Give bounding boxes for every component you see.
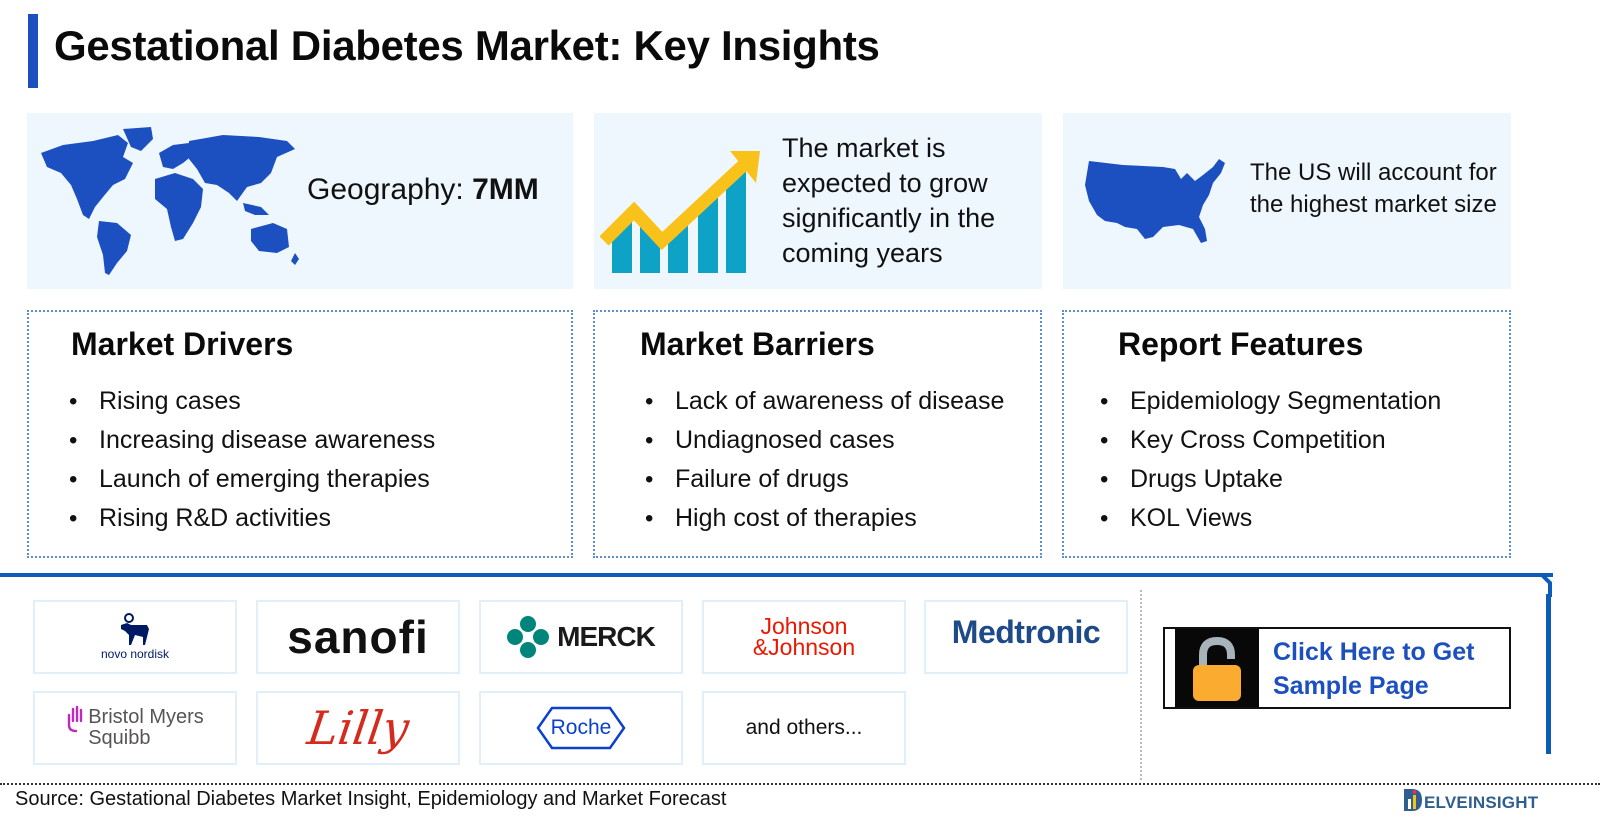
merck-symbol-icon bbox=[507, 616, 550, 658]
and-others-text: and others... bbox=[745, 716, 863, 739]
apis-bull-icon bbox=[120, 613, 149, 645]
logo-merck: MERCK bbox=[479, 600, 683, 674]
frame-corner bbox=[1530, 573, 1552, 597]
geography-value: 7MM bbox=[472, 173, 539, 206]
roche-wordmark: Roche bbox=[550, 716, 612, 739]
logo-lilly: Lilly bbox=[256, 691, 460, 765]
report-features-title: Report Features bbox=[1118, 326, 1364, 362]
list-item: KOL Views bbox=[1100, 499, 1441, 538]
novo-nordisk-wordmark: novo nordisk bbox=[100, 647, 170, 661]
list-item: Rising cases bbox=[69, 382, 435, 421]
list-item: Increasing disease awareness bbox=[69, 421, 435, 460]
bms-hand-icon bbox=[68, 705, 83, 733]
roche-hexagon-icon bbox=[536, 706, 626, 750]
market-drivers-list: Rising cases Increasing disease awarenes… bbox=[69, 382, 435, 538]
footer-divider bbox=[0, 783, 1600, 785]
list-item: Epidemiology Segmentation bbox=[1100, 382, 1441, 421]
sanofi-wordmark: sanofi bbox=[287, 611, 429, 663]
list-item: Lack of awareness of disease bbox=[645, 382, 1004, 421]
geography-card: Geography: 7MM bbox=[27, 113, 573, 289]
cta-icon-box bbox=[1175, 629, 1259, 707]
logo-sanofi: sanofi bbox=[256, 600, 460, 674]
cta-label-line1: Click Here to Get bbox=[1273, 638, 1475, 666]
us-market-text: The US will account for the highest mark… bbox=[1250, 159, 1497, 218]
market-barriers-title: Market Barriers bbox=[640, 326, 875, 362]
logo-roche: Roche bbox=[479, 691, 683, 765]
market-drivers-box: Market Drivers Rising cases Increasing d… bbox=[27, 310, 573, 558]
title-accent-bar bbox=[28, 14, 38, 88]
list-item: Undiagnosed cases bbox=[645, 421, 1004, 460]
jnj-wordmark-line1: Johnson bbox=[760, 613, 848, 639]
logo-others: and others... bbox=[702, 691, 906, 765]
list-item: Key Cross Competition bbox=[1100, 421, 1441, 460]
get-sample-page-button[interactable]: Click Here to Get Sample Page bbox=[1163, 627, 1511, 709]
list-item: High cost of therapies bbox=[645, 499, 1004, 538]
lilly-wordmark: Lilly bbox=[303, 701, 413, 755]
report-features-box: Report Features Epidemiology Segmentatio… bbox=[1062, 310, 1511, 558]
list-item: Rising R&D activities bbox=[69, 499, 435, 538]
delveinsight-logo: ELVEINSIGHT bbox=[1402, 787, 1538, 813]
geography-label-text: Geography: bbox=[307, 173, 473, 206]
bms-wordmark-line1: Bristol Myers bbox=[88, 706, 204, 728]
market-barriers-list: Lack of awareness of disease Undiagnosed… bbox=[645, 382, 1004, 538]
jnj-wordmark-line2: &Johnson bbox=[752, 634, 856, 660]
cta-label: Click Here to Get Sample Page bbox=[1259, 629, 1474, 707]
logo-medtronic: Medtronic bbox=[924, 600, 1128, 674]
section-divider bbox=[1140, 590, 1142, 780]
report-features-list: Epidemiology Segmentation Key Cross Comp… bbox=[1100, 382, 1441, 538]
merck-wordmark: MERCK bbox=[557, 621, 656, 652]
market-drivers-title: Market Drivers bbox=[71, 326, 294, 362]
world-map-icon bbox=[41, 127, 299, 275]
cta-label-line2: Sample Page bbox=[1273, 672, 1429, 700]
delveinsight-d-icon bbox=[1404, 789, 1422, 811]
list-item: Launch of emerging therapies bbox=[69, 460, 435, 499]
market-growth-text: The market is expected to grow significa… bbox=[782, 133, 996, 268]
delveinsight-wordmark: ELVEINSIGHT bbox=[1424, 793, 1539, 812]
us-market-card: The US will account for the highest mark… bbox=[1063, 113, 1511, 289]
growth-chart-icon bbox=[600, 151, 760, 273]
market-growth-card: The market is expected to grow significa… bbox=[594, 113, 1042, 289]
unlocked-padlock-icon bbox=[1193, 636, 1241, 701]
list-item: Drugs Uptake bbox=[1100, 460, 1441, 499]
logo-johnson-johnson: Johnson &Johnson bbox=[702, 600, 906, 674]
frame-right-edge bbox=[1546, 594, 1551, 754]
companies-section-frame bbox=[0, 573, 1553, 753]
list-item: Failure of drugs bbox=[645, 460, 1004, 499]
page-title: Gestational Diabetes Market: Key Insight… bbox=[54, 22, 880, 69]
geography-label: Geography: 7MM bbox=[307, 173, 539, 207]
logo-bristol-myers-squibb: Bristol Myers Squibb bbox=[33, 691, 237, 765]
us-map-icon bbox=[1085, 159, 1225, 243]
market-barriers-box: Market Barriers Lack of awareness of dis… bbox=[593, 310, 1042, 558]
bms-wordmark-line2: Squibb bbox=[88, 727, 151, 749]
medtronic-wordmark: Medtronic bbox=[951, 614, 1101, 650]
source-citation: Source: Gestational Diabetes Market Insi… bbox=[15, 788, 727, 810]
logo-novo-nordisk: novo nordisk bbox=[33, 600, 237, 674]
